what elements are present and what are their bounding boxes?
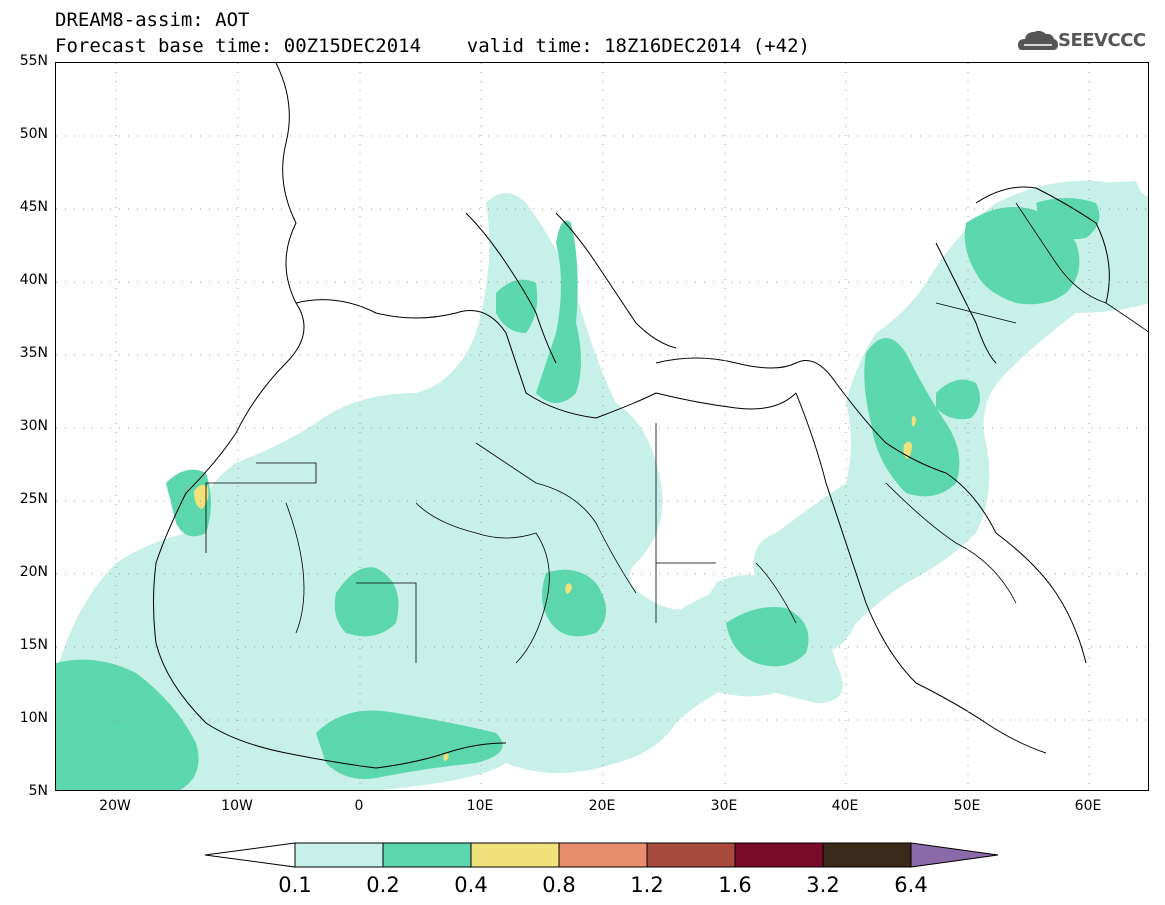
aot-high-field <box>194 415 916 761</box>
colorbar-box <box>382 842 472 868</box>
lat-label: 35N <box>19 345 48 361</box>
lat-label: 20N <box>19 564 48 580</box>
colorbar-box <box>470 842 560 868</box>
colorbar-arrow-low <box>205 842 296 868</box>
colorbar-tick: 6.4 <box>894 873 928 897</box>
colorbar-box <box>558 842 648 868</box>
lat-label: 30N <box>19 418 48 434</box>
lat-label: 50N <box>19 126 48 142</box>
colorbar-tick: 1.2 <box>630 873 664 897</box>
country-borders <box>205 202 1148 664</box>
colorbar-box <box>734 842 824 868</box>
logo-text: SEEVCCC <box>1058 30 1146 51</box>
lon-label: 0 <box>354 798 364 814</box>
lon-label: 50E <box>953 798 981 814</box>
lat-label: 55N <box>19 53 48 69</box>
lat-label: 40N <box>19 272 48 288</box>
forecast-times: Forecast base time: 00Z15DEC2014 valid t… <box>55 35 810 57</box>
lon-label: 10E <box>466 798 494 814</box>
colorbar-tick: 3.2 <box>806 873 840 897</box>
colorbar-box <box>822 842 912 868</box>
colorbar <box>205 842 999 868</box>
aot-medium-field <box>56 198 1100 790</box>
colorbar-box <box>646 842 736 868</box>
colorbar-tick: 0.4 <box>454 873 488 897</box>
lon-label: 20W <box>99 798 131 814</box>
colorbar-tick: 1.6 <box>718 873 752 897</box>
lat-label: 10N <box>19 710 48 726</box>
aot-map <box>56 63 1148 790</box>
colorbar-arrow-high <box>910 842 999 868</box>
lat-label: 45N <box>19 199 48 215</box>
lat-label: 5N <box>28 783 48 799</box>
colorbar-box <box>294 842 384 868</box>
lon-label: 20E <box>588 798 616 814</box>
colorbar-tick: 0.2 <box>366 873 400 897</box>
lon-label: 40E <box>831 798 859 814</box>
lon-label: 10W <box>221 798 253 814</box>
lon-label: 60E <box>1074 798 1102 814</box>
map-panel <box>55 62 1149 791</box>
lat-label: 25N <box>19 491 48 507</box>
colorbar-tick: 0.1 <box>278 873 312 897</box>
lon-label: 30E <box>710 798 738 814</box>
lat-label: 15N <box>19 637 48 653</box>
map-title: DREAM8-assim: AOT <box>55 9 250 31</box>
cloud-logo-icon <box>1018 30 1058 50</box>
colorbar-tick: 0.8 <box>542 873 576 897</box>
coastlines <box>153 63 1110 769</box>
